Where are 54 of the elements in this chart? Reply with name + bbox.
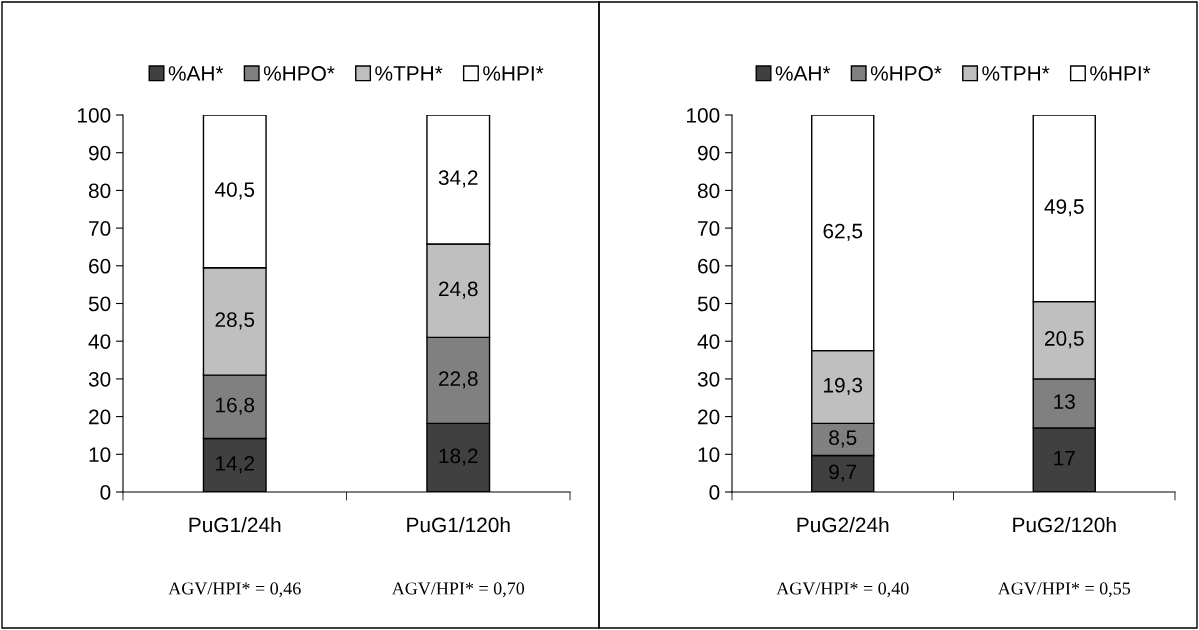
data-label: 16,8 xyxy=(216,397,255,415)
data-label: 14,2 xyxy=(216,456,254,474)
y-tick-label: 20 xyxy=(89,409,111,425)
y-tick-label: 40 xyxy=(697,334,720,349)
data-label: 8,5 xyxy=(829,430,857,448)
data-label: 34,2 xyxy=(438,170,478,188)
text: AGV/HPI* = 0,40 xyxy=(776,582,909,598)
data-label: 22,8 xyxy=(439,371,478,389)
y-tick-label: 100 xyxy=(687,108,720,123)
y-tick-label: 30 xyxy=(697,371,720,387)
y-tick-label: 10 xyxy=(698,447,720,463)
legend-label: %HPI* xyxy=(1090,66,1151,81)
legend-label: %TPH* xyxy=(982,66,1050,81)
legend-label: %TPH* xyxy=(375,66,443,81)
data-label: 49,5 xyxy=(1044,199,1084,217)
y-tick-label: 80 xyxy=(88,183,111,199)
y-tick-label: 50 xyxy=(697,296,720,312)
data-label: 18,2 xyxy=(439,448,478,466)
data-label: 13 xyxy=(1054,394,1075,409)
x-tick-label: PuG2/120h xyxy=(1013,517,1116,533)
legend-label: %HPO* xyxy=(263,66,335,81)
x-tick-label: PuG1/120h xyxy=(407,517,510,533)
data-label: 28,5 xyxy=(215,312,255,330)
y-tick-label: 70 xyxy=(89,221,111,236)
data-label: 62,5 xyxy=(823,223,863,241)
text: AGV/HPI* = 0,46 xyxy=(168,582,301,598)
y-tick-label: 60 xyxy=(89,258,111,274)
data-label: 24,8 xyxy=(439,281,478,299)
legend-label: %AH* xyxy=(775,66,831,81)
data-label: 19,3 xyxy=(824,377,863,396)
y-tick-label: 0 xyxy=(100,485,111,500)
y-tick-label: 70 xyxy=(698,221,720,236)
data-label: 9,7 xyxy=(829,464,857,482)
x-tick-label: PuG2/24h xyxy=(797,517,889,533)
y-tick-label: 80 xyxy=(697,183,720,199)
y-tick-label: 60 xyxy=(698,258,720,274)
data-label: 40,5 xyxy=(214,182,255,200)
text: AGV/HPI* = 0,55 xyxy=(997,582,1131,598)
y-tick-label: 20 xyxy=(698,409,720,425)
y-tick-label: 40 xyxy=(88,334,111,349)
text: AGV/HPI* = 0,70 xyxy=(391,582,525,598)
y-tick-label: 90 xyxy=(698,145,720,161)
y-tick-label: 50 xyxy=(88,296,111,312)
y-tick-label: 30 xyxy=(88,371,111,387)
legend-label: %HPO* xyxy=(870,66,942,81)
legend-label: %HPI* xyxy=(483,66,544,81)
y-tick-label: 100 xyxy=(78,108,111,123)
y-tick-label: 90 xyxy=(89,145,111,161)
legend-label: %AH* xyxy=(168,66,224,81)
x-tick-label: PuG1/24h xyxy=(189,517,281,533)
data-label: 20,5 xyxy=(1045,331,1084,349)
y-tick-label: 10 xyxy=(89,447,111,463)
y-tick-label: 0 xyxy=(709,485,720,500)
data-label: 17 xyxy=(1054,451,1075,466)
